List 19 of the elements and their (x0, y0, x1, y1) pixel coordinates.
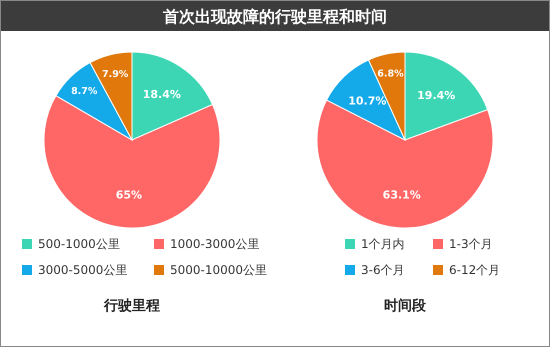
legend-label: 1-3个月 (449, 237, 493, 251)
text: 行驶里程 (103, 298, 160, 314)
legend-label: 1000-3000公里 (170, 237, 260, 251)
data-label: 65% (116, 188, 142, 202)
data-label: 19.4% (417, 89, 456, 102)
text: 首次出现故障的行驶里程和时间 (162, 7, 387, 26)
legend-label: 500-1000公里 (38, 237, 120, 251)
data-label: 10.7% (348, 94, 386, 108)
legend-label: 5000-10000公里 (170, 263, 268, 277)
legend-label: 3-6个月 (361, 263, 405, 277)
text: 时间段 (384, 298, 427, 314)
data-label: 18.4% (142, 88, 181, 102)
data-label: 6.8% (377, 68, 404, 80)
legend-label: 1个月内 (361, 237, 405, 251)
data-label: 7.9% (102, 68, 129, 80)
data-label: 8.7% (71, 86, 98, 98)
data-label: 63.1% (382, 188, 421, 202)
legend-label: 6-12个月 (449, 263, 500, 277)
legend-label: 3000-5000公里 (38, 263, 128, 277)
